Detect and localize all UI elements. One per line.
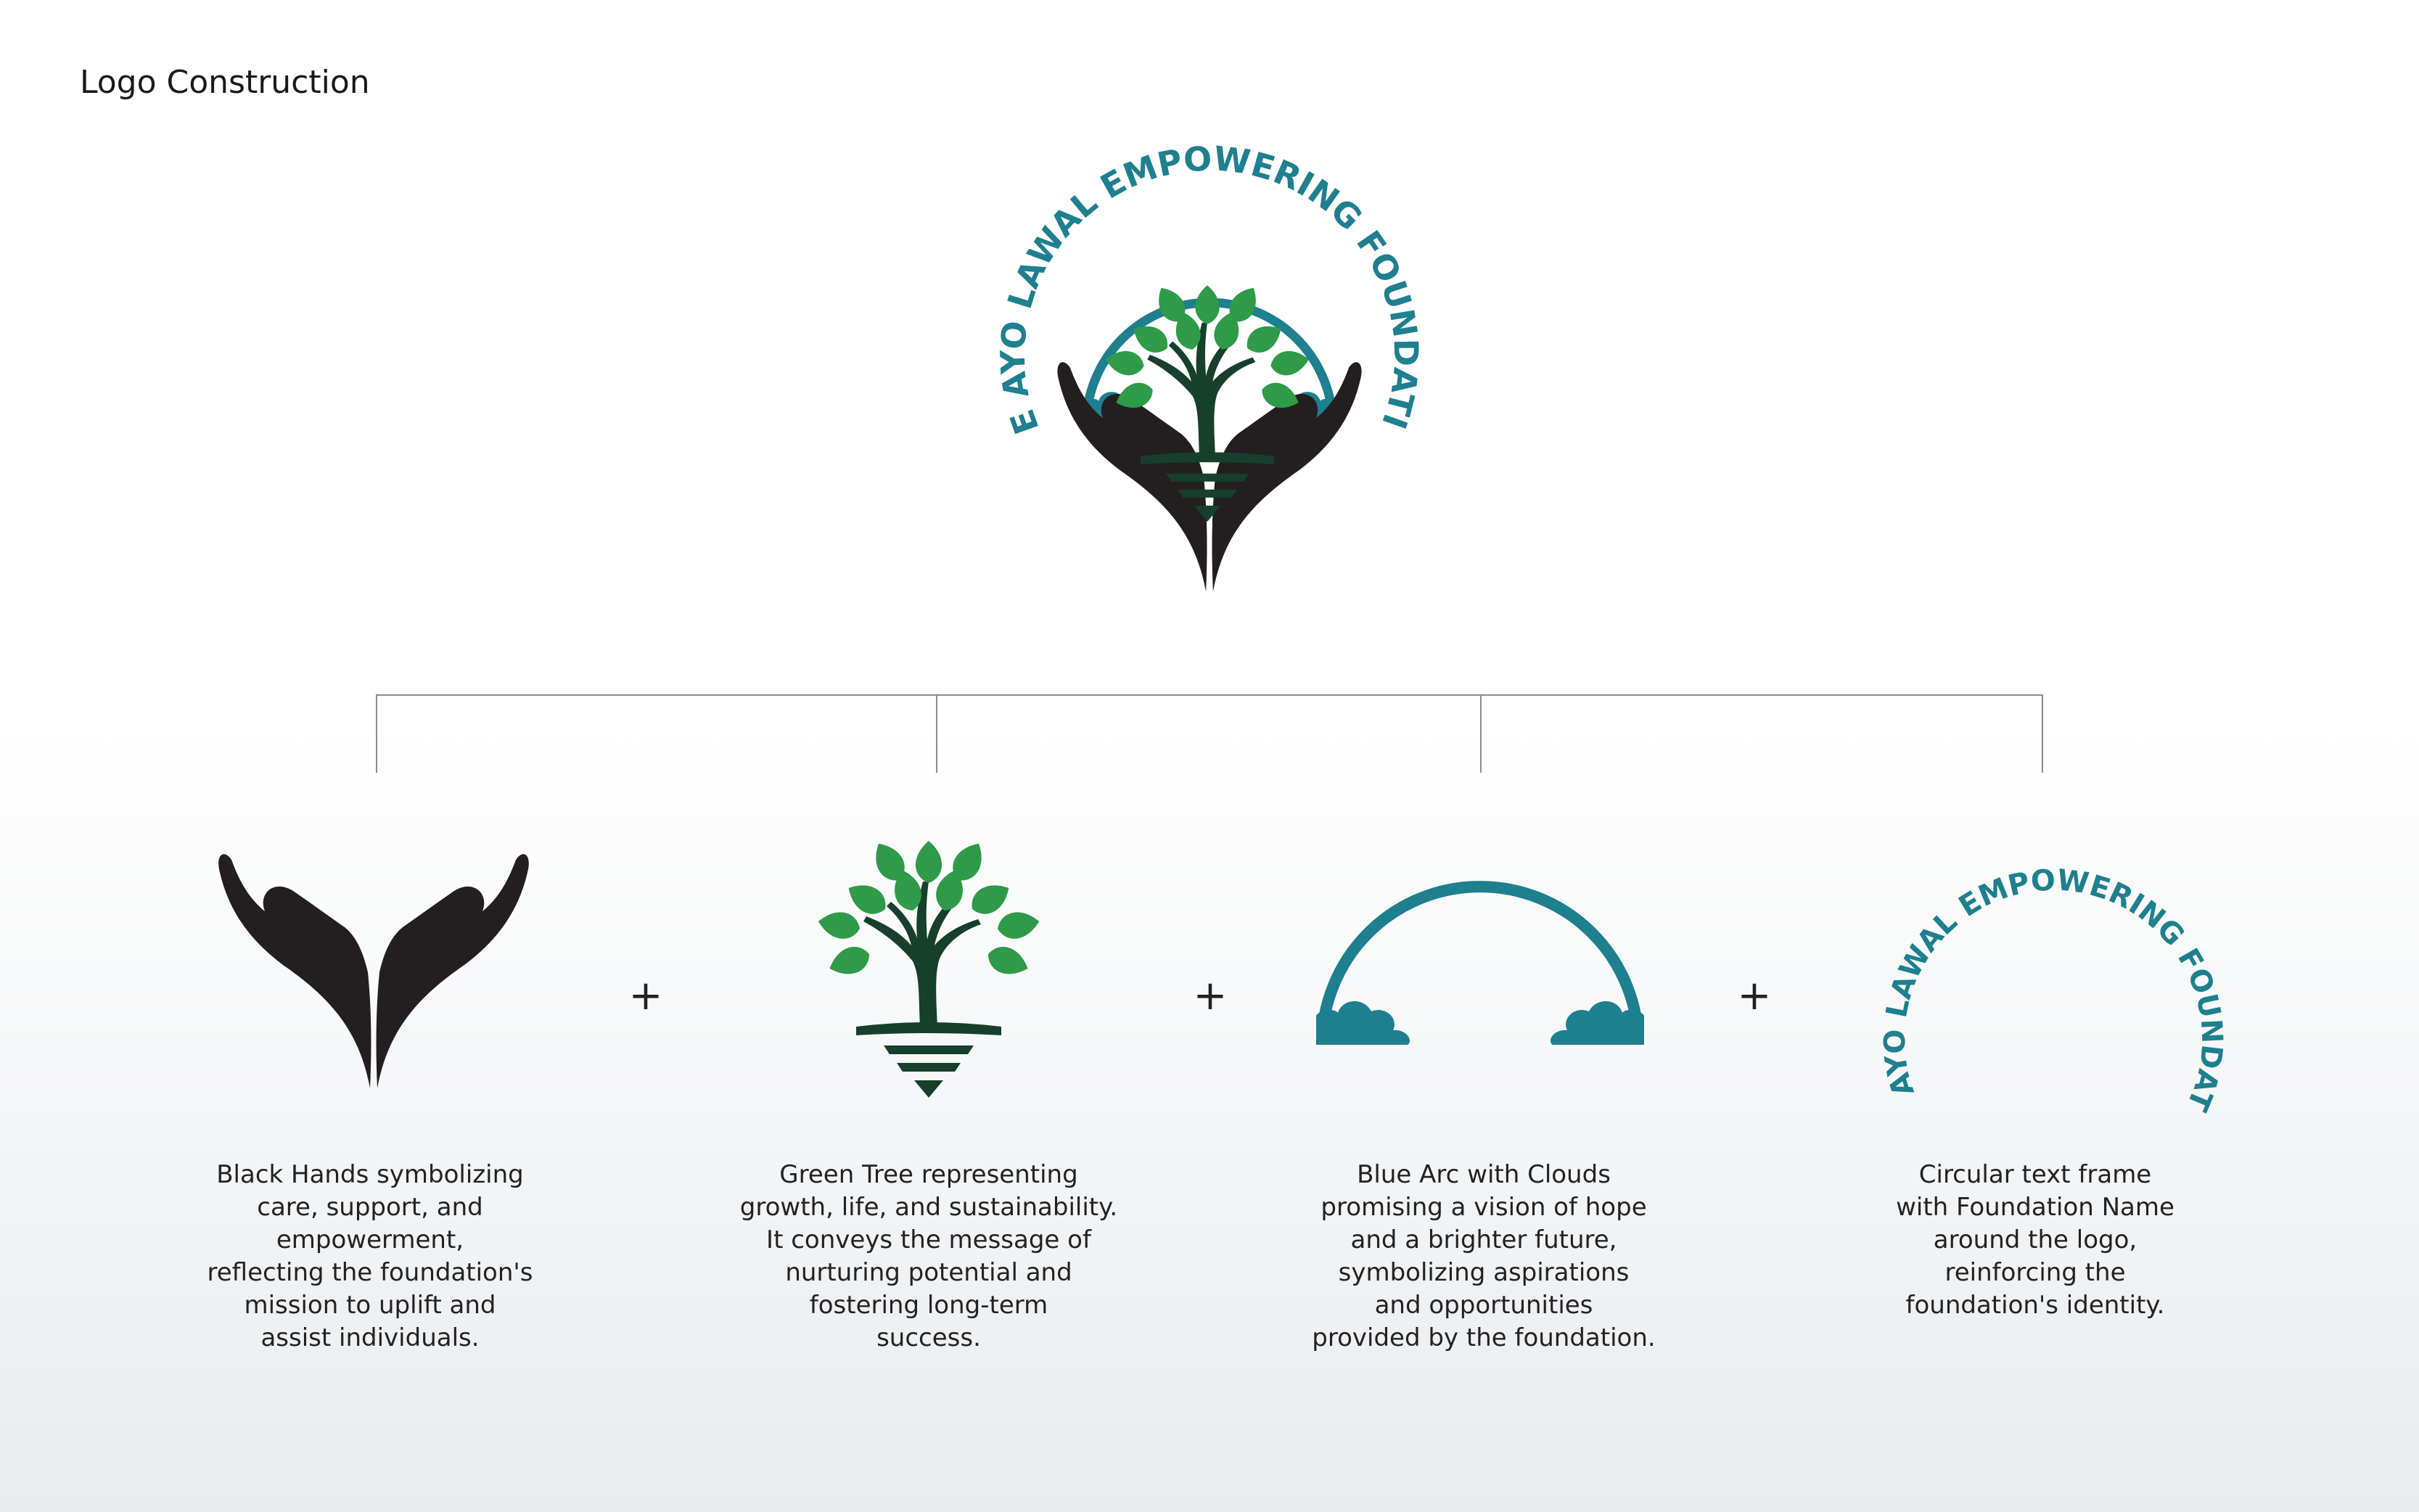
plus-operator-3: + xyxy=(1737,972,1772,1019)
connector-horizontal xyxy=(376,694,2043,696)
circular-text-description: Circular text frame with Foundation Name… xyxy=(1896,1160,2174,1320)
tree-description: Green Tree representing growth, life, an… xyxy=(739,1160,1118,1352)
main-logo-tree xyxy=(1104,282,1311,522)
arc-clouds-description: Blue Arc with Clouds promising a vision … xyxy=(1312,1160,1656,1352)
tree-icon xyxy=(820,834,1038,1103)
arc-clouds-icon xyxy=(1306,878,1654,1059)
circular-text: THE AYO LAWAL EMPOWERING FOUNDATION xyxy=(1878,863,2229,1116)
connector-vertical-4 xyxy=(2042,694,2043,773)
connector-vertical-2 xyxy=(936,694,937,773)
hands-description: Black Hands symbolizing care, support, a… xyxy=(207,1160,533,1352)
hands-icon xyxy=(218,854,529,1088)
connector-vertical-1 xyxy=(376,694,377,773)
page-title: Logo Construction xyxy=(80,64,370,101)
circular-text-icon: THE AYO LAWAL EMPOWERING FOUNDATION xyxy=(1878,863,2229,1116)
plus-operator-2: + xyxy=(1193,972,1228,1019)
connector-vertical-3 xyxy=(1480,694,1482,773)
main-logo: THE AYO LAWAL EMPOWERING FOUNDATION xyxy=(993,139,1426,592)
plus-operator-1: + xyxy=(628,972,663,1019)
